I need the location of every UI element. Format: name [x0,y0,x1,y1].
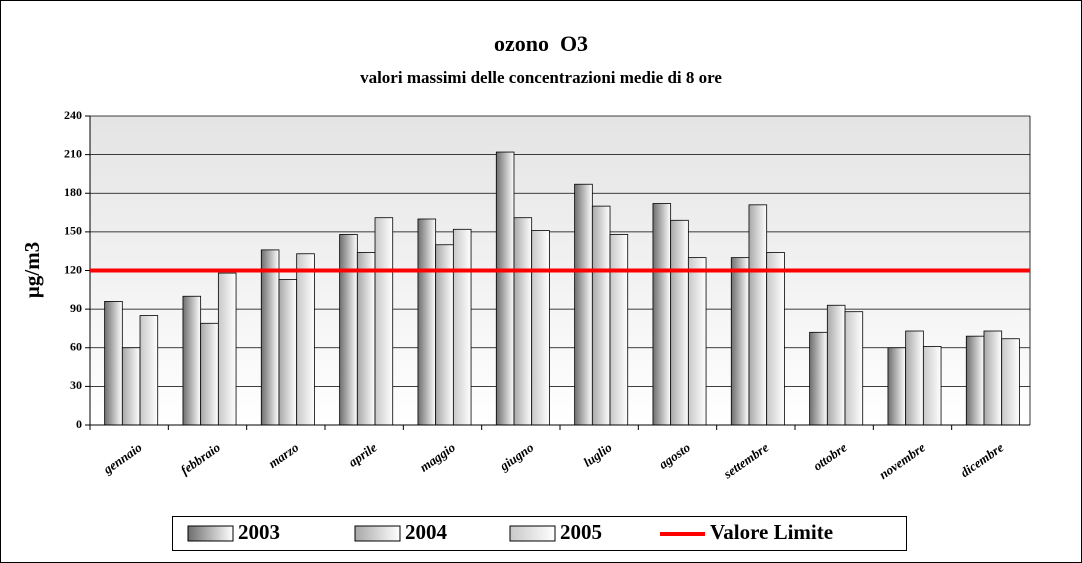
y-tick-label: 180 [64,185,82,199]
bar [495,151,515,426]
legend-swatch [509,525,556,542]
bar [296,253,315,426]
legend-label: Valore Limite [710,520,833,544]
legend-label: 2004 [405,520,448,544]
bar [844,311,864,426]
bar [374,217,394,426]
bar [652,203,672,426]
bar [887,347,907,426]
bar [217,272,237,426]
bar [260,249,280,426]
bar [730,257,750,426]
bar [983,330,1003,426]
bar [356,252,376,426]
bar [121,347,141,426]
legend-label: 2003 [238,520,280,544]
bar [1001,338,1020,426]
bar [809,331,828,426]
y-tick-label: 30 [70,378,82,392]
bar [905,330,924,426]
y-tick-label: 0 [76,417,82,431]
legend-label: 2005 [560,520,602,544]
y-tick-label: 210 [64,146,82,160]
chart-title: ozono O3 [494,31,588,56]
bar [513,217,533,426]
bar [965,335,985,426]
bar [591,205,611,426]
bar [531,230,550,426]
chart-subtitle: valori massimi delle concentrazioni medi… [360,68,722,87]
bar [687,257,707,426]
legend-swatch [187,525,234,542]
y-tick-label: 60 [70,340,82,354]
y-tick-label: 120 [64,262,82,276]
bar [339,234,358,426]
bar [574,183,593,426]
bar [200,322,219,426]
bar [826,304,846,426]
legend-swatch [354,525,401,542]
bar [766,252,785,426]
bar [452,228,472,426]
y-tick-label: 90 [70,301,82,315]
bar [609,234,629,426]
bar [417,218,437,426]
bar [670,219,689,426]
bar [139,315,159,426]
bar [104,300,123,426]
y-tick-label: 240 [64,108,82,122]
bar [748,204,768,426]
bar [922,346,942,426]
y-axis-label: µg/m3 [20,242,44,298]
bar [182,295,202,426]
y-tick-label: 150 [64,224,82,238]
bar [278,279,298,426]
